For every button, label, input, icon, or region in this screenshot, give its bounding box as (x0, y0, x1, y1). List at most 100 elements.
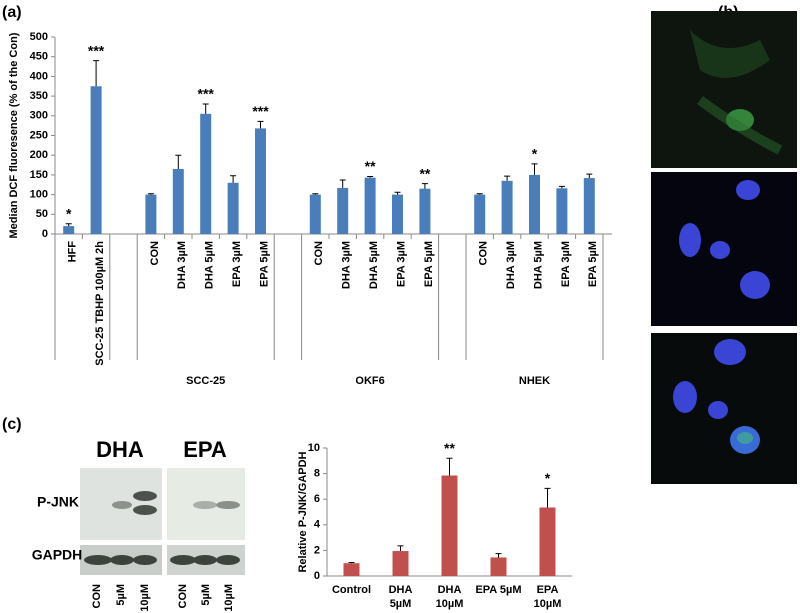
x-tick-label: EPA (537, 584, 559, 596)
bar (145, 194, 157, 234)
significance: ** (444, 440, 455, 456)
error-bar (397, 545, 404, 552)
y-tick-label: 200 (30, 149, 48, 161)
error-bar (544, 487, 551, 508)
bar (529, 174, 540, 234)
error-bar (175, 154, 182, 169)
x-tick-label: Control (332, 584, 371, 596)
x-tick-label: EPA 5µM (475, 584, 521, 596)
error-bar (367, 175, 374, 178)
y-tick-label: 150 (30, 169, 48, 181)
y-tick-label: 4 (314, 519, 321, 531)
significance: * (545, 470, 551, 486)
error-bar (586, 173, 593, 179)
x-tick-label: 5µM (390, 598, 412, 610)
bar (172, 168, 184, 234)
bar (474, 194, 486, 234)
bar (200, 113, 212, 234)
x-tick-label: EPA 3µM (560, 241, 572, 287)
lane-label: CON (91, 584, 103, 609)
error-bar (531, 163, 538, 175)
error-bar (504, 175, 511, 181)
y-tick-label: 2 (314, 544, 320, 556)
error-bar (446, 457, 453, 476)
bar (337, 187, 349, 234)
x-tick-label: CON (149, 241, 161, 266)
error-bar (339, 179, 346, 188)
y-tick-label: 350 (30, 90, 48, 102)
bar (63, 226, 75, 234)
bar (90, 86, 102, 234)
y-tick-label: 0 (42, 228, 48, 240)
error-bar (421, 183, 428, 189)
error-bar (147, 193, 154, 195)
bar (392, 194, 403, 234)
significance: ** (419, 165, 430, 181)
panel-label: (a) (2, 4, 22, 21)
x-tick-label: DHA 5µM (532, 241, 544, 289)
bar (556, 188, 568, 234)
y-axis-label: Median DCF fluoresence (% of the Con) (8, 32, 20, 238)
y-tick-label: 50 (36, 208, 48, 220)
y-tick-label: 250 (30, 129, 48, 141)
x-tick-label: EPA 5µM (423, 241, 435, 287)
error-bar (65, 223, 72, 227)
bar (583, 178, 595, 234)
y-tick-label: 8 (314, 468, 320, 480)
panel-label: (c) (2, 416, 22, 433)
error-bar (394, 191, 401, 195)
bar (392, 551, 409, 576)
x-tick-label: EPA 5µM (587, 241, 599, 287)
x-tick-label: SCC-25 TBHP 100µM 2h (94, 241, 106, 366)
x-tick-label: EPA 3µM (395, 241, 407, 287)
error-bar (93, 60, 100, 87)
x-tick-label: HFF (67, 241, 79, 263)
significance: * (66, 205, 72, 221)
y-tick-label: 450 (30, 51, 48, 63)
bar (309, 194, 321, 234)
bar (227, 182, 239, 234)
blot-treatment: EPA (183, 437, 227, 462)
x-tick-label: EPA 3µM (231, 241, 243, 287)
y-tick-label: 10 (308, 442, 320, 454)
group-label: NHEK (519, 375, 550, 387)
error-bar (348, 562, 355, 564)
blot-row: P-JNK (37, 494, 79, 510)
bar (441, 475, 458, 576)
bar (419, 188, 431, 234)
bar (255, 128, 266, 234)
x-tick-label: EPA 5µM (258, 241, 270, 287)
lane-label: CON (177, 584, 189, 609)
x-tick-label: DHA 3µM (176, 241, 188, 289)
x-tick-label: DHA 5µM (204, 241, 216, 289)
lane-label: 5µM (200, 584, 212, 606)
x-tick-label: CON (313, 241, 325, 266)
significance: *** (88, 42, 105, 58)
bar (364, 177, 376, 234)
bar (501, 180, 513, 234)
error-bar (558, 185, 565, 189)
lane-label: 5µM (115, 584, 127, 606)
error-bar (476, 193, 483, 195)
western-blot (80, 468, 245, 575)
x-tick-label: DHA (438, 584, 462, 596)
y-tick-label: 6 (314, 493, 320, 505)
x-tick-label: CON (478, 241, 490, 266)
x-tick-label: 10µM (436, 598, 464, 610)
blot-treatment: DHA (96, 437, 144, 462)
x-tick-label: DHA 5µM (368, 241, 380, 289)
error-bar (495, 553, 502, 558)
micrographs (651, 11, 797, 484)
group-label: SCC-25 (186, 375, 225, 387)
y-tick-label: 300 (30, 110, 48, 122)
significance: * (532, 146, 538, 162)
lane-label: 10µM (139, 584, 151, 612)
error-bar (230, 175, 237, 183)
lane-label: 10µM (223, 584, 235, 612)
x-tick-label: 10µM (534, 598, 562, 610)
y-tick-label: 400 (30, 70, 48, 82)
error-bar (257, 120, 264, 129)
y-tick-label: 100 (30, 189, 48, 201)
bar (343, 563, 360, 576)
